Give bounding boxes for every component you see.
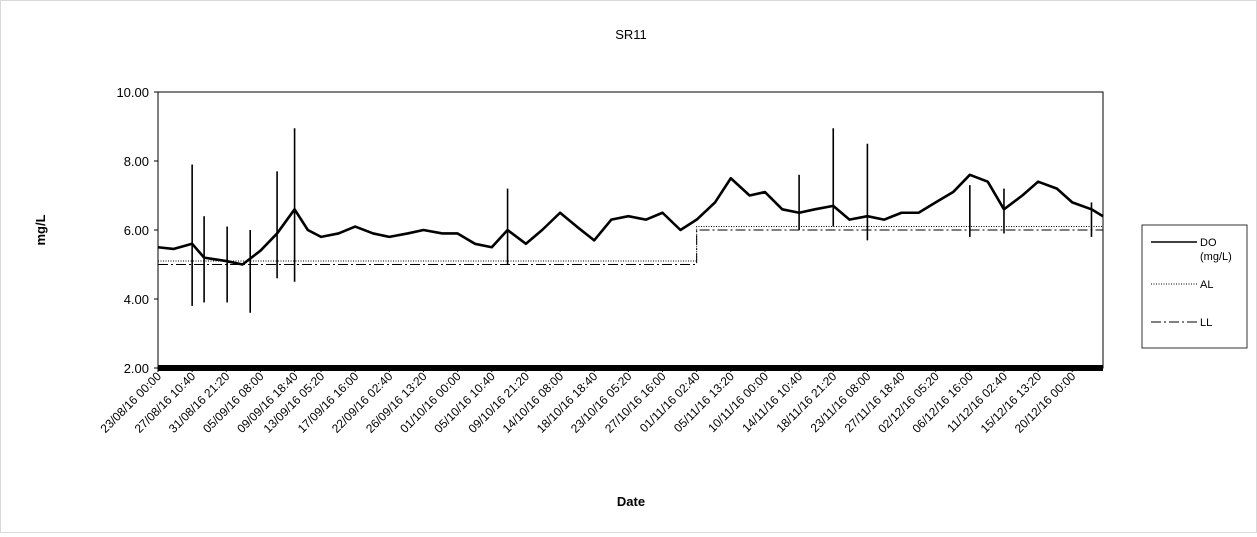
plot-area [157,91,1104,369]
y-tick-label: 6.00 [124,223,149,238]
y-tick-label: 10.00 [116,85,149,100]
legend-ll-label: LL [1200,317,1212,329]
y-tick-label: 2.00 [124,361,149,376]
y-tick-label: 4.00 [124,292,149,307]
x-axis-title: Date [617,494,645,509]
legend-do-label-unit: (mg/L) [1200,251,1232,263]
legend-box [1141,224,1248,349]
legend: DO (mg/L) AL LL [1141,224,1248,349]
chart-title: SR11 [615,27,647,42]
series-line-2 [158,229,1103,265]
legend-do-label: DO [1200,237,1217,249]
x-tick-label: 20/12/16 00:00 [1012,369,1079,436]
y-axis-title: mg/L [33,214,48,245]
y-tick-label: 8.00 [124,154,149,169]
legend-al-label: AL [1200,279,1213,291]
series-line-0 [157,173,1104,266]
